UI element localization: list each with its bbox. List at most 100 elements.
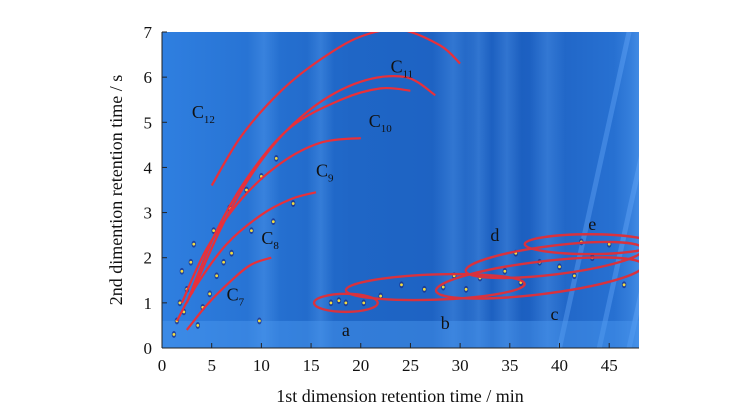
bleed-band	[631, 32, 639, 348]
x-tick-label: 15	[303, 356, 320, 375]
peak-core	[607, 242, 611, 246]
x-tick-label: 35	[501, 356, 518, 375]
y-tick-label: 0	[144, 339, 153, 358]
peak-core	[257, 319, 261, 323]
peak-core	[362, 301, 366, 305]
group-label-b: b	[441, 313, 450, 333]
peak-core	[291, 202, 295, 205]
y-axis-label: 2nd dimention retention time / s	[106, 75, 126, 305]
x-tick-label: 20	[352, 356, 369, 375]
peak-core	[274, 157, 278, 160]
peak-core	[441, 285, 445, 289]
peak-core	[464, 287, 468, 291]
x-tick-label: 45	[601, 356, 618, 375]
bleed-band	[491, 32, 522, 348]
peak-core	[573, 274, 576, 278]
peak-core	[337, 299, 341, 302]
homolog-label-main: C	[227, 285, 239, 305]
x-axis-label: 1st dimension retention time / min	[276, 386, 523, 406]
peak-core	[215, 274, 219, 278]
homolog-label-main: C	[369, 111, 381, 131]
bleed-band	[529, 32, 566, 348]
peak-core	[212, 229, 216, 233]
peak-core	[222, 260, 226, 264]
y-tick-label: 4	[144, 158, 153, 177]
bleed-band	[465, 32, 492, 348]
x-tick-label: 25	[402, 356, 419, 375]
peak-core	[422, 287, 426, 291]
group-ellipse-b	[344, 272, 526, 302]
x-tick-label: 40	[551, 356, 568, 375]
peak-core	[622, 283, 626, 287]
group-label-e: e	[588, 214, 596, 234]
homolog-label-c10: C10	[369, 111, 393, 135]
peak-core	[329, 301, 333, 305]
homolog-label-main: C	[316, 160, 328, 180]
homolog-label-c7: C7	[227, 285, 245, 309]
x-tick-label: 5	[207, 356, 216, 375]
peak-core	[558, 265, 561, 269]
group-label-c: c	[551, 304, 559, 324]
y-tick-label: 3	[144, 204, 153, 223]
homolog-curve-c12	[210, 32, 461, 187]
homolog-label-sub: 12	[204, 114, 215, 126]
group-label-d: d	[490, 225, 499, 245]
peak-core	[245, 188, 248, 192]
peak-core	[189, 260, 193, 264]
y-tick-label: 2	[144, 249, 153, 268]
homolog-label-c8: C8	[261, 228, 279, 252]
homolog-curve-c9	[180, 137, 361, 304]
baseline-band	[162, 320, 639, 348]
bleed-band	[247, 32, 281, 348]
peak-core	[379, 294, 383, 298]
homolog-label-main: C	[261, 228, 273, 248]
homolog-label-c11: C11	[391, 57, 414, 81]
homolog-curve-c11	[190, 75, 436, 295]
homolog-label-main: C	[192, 102, 204, 122]
diagonal-streak	[596, 155, 639, 348]
y-ticks: 0 1 2 3 4 5 6 7	[144, 23, 167, 358]
peak-core	[196, 324, 200, 327]
peak-core	[178, 301, 182, 305]
group-ellipse-d	[464, 240, 639, 280]
group-ellipse-c	[434, 256, 639, 300]
diagonal-streak	[626, 291, 639, 348]
homolog-label-c12: C12	[192, 102, 215, 126]
homolog-curve-c7	[185, 256, 272, 331]
group-ellipse-e	[523, 233, 639, 256]
homolog-label-sub: 7	[239, 297, 245, 309]
diagonal-streak	[557, 32, 632, 348]
x-ticks: 0 5 10 15 20 25 30 35 40 45	[158, 343, 618, 375]
peak-core	[172, 333, 176, 336]
group-label-a: a	[342, 320, 350, 340]
peak-core	[208, 292, 212, 296]
y-tick-label: 1	[144, 294, 153, 313]
bleed-bands	[247, 32, 639, 348]
peak-core	[192, 242, 196, 246]
homolog-label-sub: 10	[381, 123, 393, 135]
peak-core	[250, 229, 253, 233]
x-tick-label: 0	[158, 356, 167, 375]
homolog-curves	[175, 32, 461, 331]
peak-core	[180, 269, 184, 273]
homolog-label-sub: 9	[328, 172, 334, 184]
group-labels: a b c d e	[342, 214, 596, 340]
compound-group-ellipses	[312, 233, 639, 314]
peak-core	[271, 220, 275, 224]
homolog-label-sub: 11	[403, 69, 414, 81]
y-tick-label: 7	[144, 23, 153, 42]
peak-core	[230, 251, 233, 255]
homolog-label-main: C	[391, 57, 403, 77]
y-tick-label: 6	[144, 68, 153, 87]
x-tick-label: 30	[452, 356, 469, 375]
y-tick-label: 5	[144, 113, 153, 132]
peak-core	[344, 301, 348, 305]
group-ellipse-a	[312, 292, 379, 314]
baseline-band	[162, 320, 639, 348]
peak-core	[400, 283, 403, 287]
homolog-label-sub: 8	[273, 240, 279, 252]
